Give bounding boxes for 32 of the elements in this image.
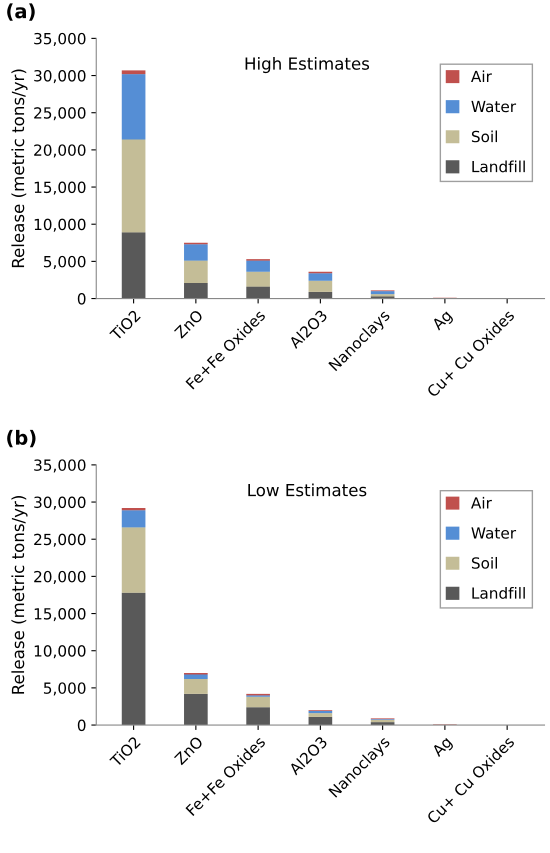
x-tick-label: Ag [431,310,454,333]
y-tick-label: 5,000 [44,256,86,269]
y-tick-label: 10,000 [34,645,86,658]
y-tick-label: 25,000 [34,107,86,120]
y-tick-label: 10,000 [34,218,86,232]
y-axis-title: Release (metric tons/yr) [11,70,28,268]
legend-label: Soil [472,556,497,569]
chart-title: (a) [7,3,35,21]
text: High Estimates [246,56,370,74]
y-tick-label: 35,000 [34,32,86,46]
legend-label: Soil [472,130,497,142]
y-tick-label: 15,000 [34,608,86,622]
y-tick-label: 15,000 [34,182,86,195]
y-tick-label: 35,000 [34,459,86,472]
legend-label: Air [471,496,492,508]
y-tick-label: 25,000 [34,534,86,547]
y-tick-label: 30,000 [34,70,86,84]
y-tick-label: 0 [78,293,86,305]
x-tick-label: Ag [431,736,454,760]
legend-label: Landfill [472,160,525,172]
legend-label: Air [471,70,492,82]
chart-title: (b) [7,430,36,448]
y-tick-label: 30,000 [34,496,86,510]
text: Low Estimates [248,483,366,496]
legend-label: Water [471,100,516,112]
y-tick-label: 20,000 [34,144,86,158]
y-tick-label: 20,000 [34,570,86,584]
y-tick-label: 0 [78,720,86,732]
y-axis-title: Release (metric tons/yr) [11,496,28,694]
legend-label: Water [471,527,516,539]
y-tick-label: 5,000 [44,682,86,696]
legend-label: Landfill [472,587,525,599]
